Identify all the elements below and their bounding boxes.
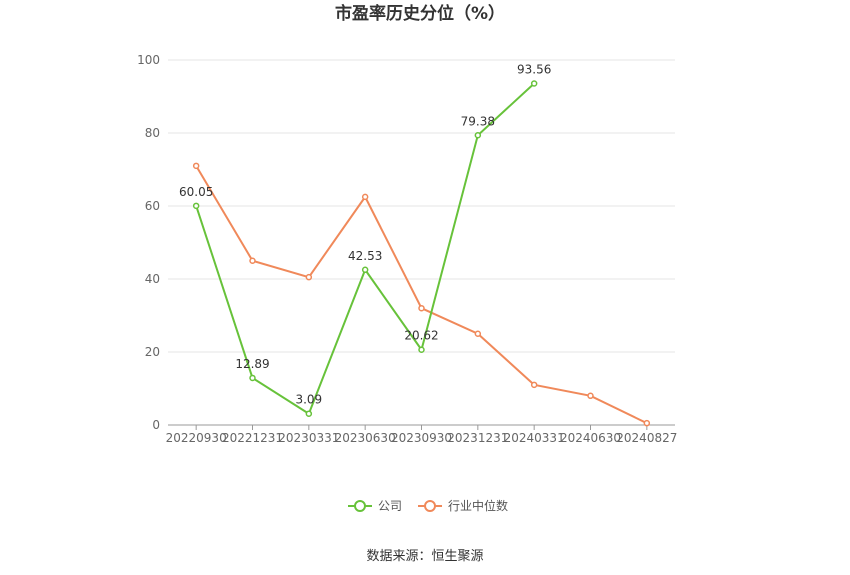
x-tick-label: 20230331 bbox=[278, 431, 339, 445]
data-label: 60.05 bbox=[179, 185, 213, 199]
data-label: 12.89 bbox=[235, 357, 269, 371]
x-tick-label: 20240827 bbox=[616, 431, 677, 445]
legend[interactable]: 公司 行业中位数 bbox=[348, 498, 508, 513]
data-point[interactable] bbox=[418, 304, 425, 312]
data-point[interactable] bbox=[305, 410, 313, 417]
data-point[interactable] bbox=[474, 330, 482, 337]
data-point[interactable] bbox=[530, 80, 538, 87]
legend-item-0[interactable]: 公司 bbox=[348, 499, 402, 513]
x-tick-label: 20240331 bbox=[504, 431, 565, 445]
data-point[interactable] bbox=[587, 392, 594, 400]
legend-label: 行业中位数 bbox=[448, 498, 508, 513]
x-tick-label: 20240630 bbox=[560, 431, 621, 445]
data-point[interactable] bbox=[192, 162, 200, 170]
data-label: 93.56 bbox=[517, 63, 551, 77]
y-tick-label: 80 bbox=[145, 126, 160, 140]
data-point[interactable] bbox=[192, 202, 200, 210]
data-label: 3.09 bbox=[295, 393, 322, 407]
y-tick-label: 0 bbox=[152, 418, 160, 432]
series-lines: 60.05 12.89 3.09 42.53 20.62 79.38 93.56 bbox=[179, 63, 651, 427]
x-tick-label: 20230930 bbox=[391, 431, 452, 445]
y-tick-label: 20 bbox=[145, 345, 160, 359]
data-point[interactable] bbox=[249, 374, 256, 382]
chart-title: 市盈率历史分位（%） bbox=[335, 3, 505, 24]
data-point[interactable] bbox=[474, 132, 482, 139]
x-tick-label: 20230630 bbox=[335, 431, 396, 445]
series-0: 60.05 12.89 3.09 42.53 20.62 79.38 93.56 bbox=[179, 63, 551, 417]
grid-lines bbox=[168, 59, 675, 353]
y-axis: 0 20 40 60 80 100 bbox=[137, 53, 160, 432]
data-label: 42.53 bbox=[348, 249, 382, 263]
data-point[interactable] bbox=[643, 419, 651, 427]
data-point[interactable] bbox=[361, 266, 369, 274]
data-point[interactable] bbox=[530, 381, 538, 389]
legend-marker bbox=[354, 500, 366, 512]
data-source: 数据来源：恒生聚源 bbox=[366, 549, 483, 564]
data-point[interactable] bbox=[249, 257, 256, 264]
y-tick-label: 100 bbox=[137, 53, 160, 67]
x-tick-label: 20221231 bbox=[222, 431, 283, 445]
series-1 bbox=[192, 162, 651, 427]
y-tick-label: 60 bbox=[145, 199, 160, 213]
data-point[interactable] bbox=[418, 346, 425, 353]
data-point[interactable] bbox=[361, 193, 369, 201]
data-label: 79.38 bbox=[461, 114, 495, 128]
y-tick-label: 40 bbox=[145, 272, 160, 286]
x-tick-label: 20220930 bbox=[166, 431, 227, 445]
legend-marker bbox=[424, 500, 437, 512]
legend-label: 公司 bbox=[378, 499, 402, 513]
x-tick-label: 20231231 bbox=[447, 431, 508, 445]
data-label: 20.62 bbox=[404, 329, 438, 343]
x-axis: 2022093020221231202303312023063020230930… bbox=[166, 424, 677, 445]
legend-item-1[interactable]: 行业中位数 bbox=[418, 498, 508, 513]
data-point[interactable] bbox=[305, 273, 313, 281]
